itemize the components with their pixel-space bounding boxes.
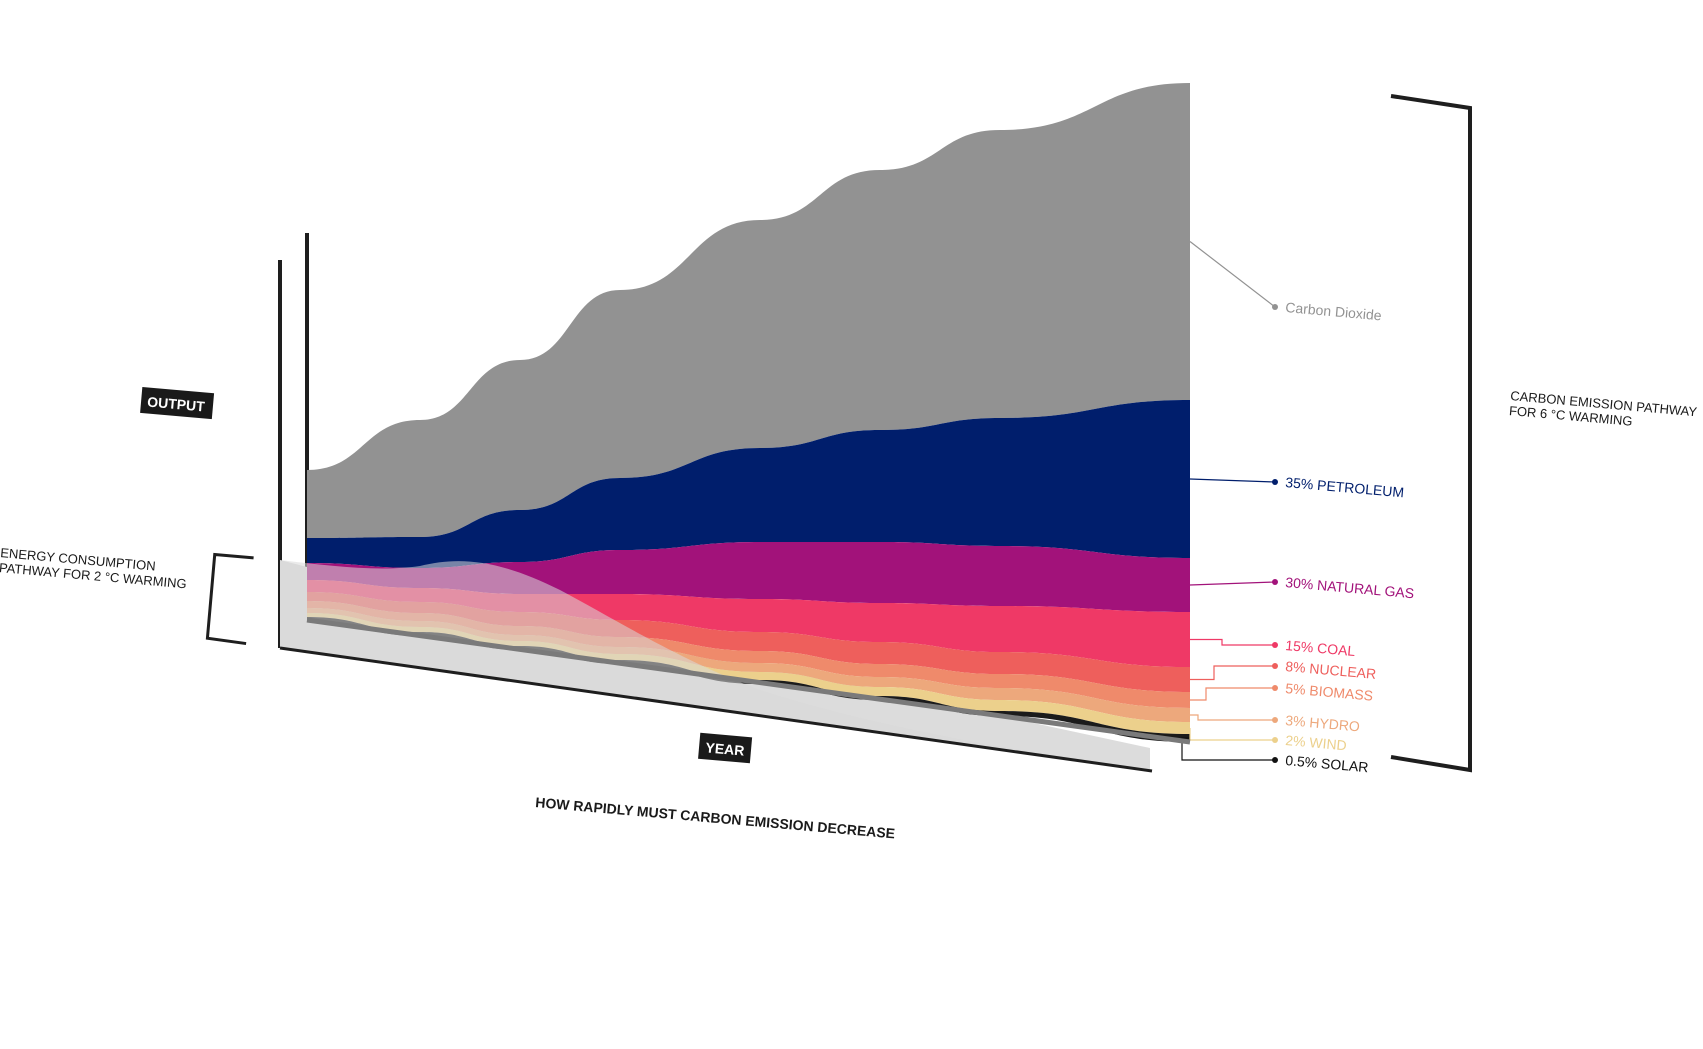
series-label-3-hydro: 3% HYDRO bbox=[1285, 712, 1361, 734]
area-30-natural-gas bbox=[307, 542, 1190, 612]
leader-dot-30-natural-gas bbox=[1272, 579, 1278, 585]
year-label-badge: YEAR bbox=[698, 732, 753, 764]
chart-subtitle: HOW RAPIDLY MUST CARBON EMISSION DECREAS… bbox=[535, 794, 896, 841]
leader-dot-5-biomass bbox=[1272, 685, 1278, 691]
leader-line-30-natural-gas bbox=[1189, 581, 1276, 586]
leader-line-2-wind bbox=[1189, 728, 1275, 741]
series-label-5-biomass: 5% BIOMASS bbox=[1285, 680, 1374, 704]
leader-line-0-5-solar bbox=[1181, 737, 1275, 761]
output-label-bg bbox=[140, 387, 215, 420]
leader-line-carbon-dioxide bbox=[1189, 241, 1276, 308]
leader-dot-0-5-solar bbox=[1272, 757, 1278, 763]
series-label-30-natural-gas: 30% NATURAL GAS bbox=[1285, 574, 1415, 601]
series-label-8-nuclear: 8% NUCLEAR bbox=[1285, 658, 1377, 682]
output-label-badge: OUTPUT bbox=[140, 387, 215, 420]
energy-pathway-label: ENERGY CONSUMPTION PATHWAY FOR 2 °C WARM… bbox=[0, 545, 187, 591]
leader-dot-2-wind bbox=[1272, 737, 1278, 743]
carbon-pathway-label: CARBON EMISSION PATHWAY FOR 6 °C WARMING bbox=[1508, 388, 1698, 429]
leader-line-15-coal bbox=[1190, 638, 1275, 646]
series-label-carbon-dioxide: Carbon Dioxide bbox=[1285, 299, 1383, 323]
area-35-petroleum bbox=[307, 400, 1190, 568]
year-label: YEAR bbox=[705, 739, 745, 758]
energy-pathway-overlay bbox=[280, 560, 1150, 770]
series-label-2-wind: 2% WIND bbox=[1285, 732, 1348, 753]
year-axis-back-line bbox=[306, 617, 1191, 745]
leader-dot-8-nuclear bbox=[1272, 663, 1278, 669]
leader-dot-35-petroleum bbox=[1272, 479, 1278, 485]
area-carbon-dioxide bbox=[307, 83, 1190, 538]
energy-pathway-bracket bbox=[205, 552, 254, 646]
leader-line-5-biomass bbox=[1190, 687, 1275, 701]
output-label: OUTPUT bbox=[147, 394, 206, 415]
leader-line-8-nuclear bbox=[1190, 665, 1275, 681]
leader-dot-carbon-dioxide bbox=[1272, 304, 1278, 310]
leader-line-35-petroleum bbox=[1189, 478, 1276, 483]
overlay-layer bbox=[280, 560, 1150, 770]
leader-dot-3-hydro bbox=[1272, 717, 1278, 723]
series-label-35-petroleum: 35% PETROLEUM bbox=[1285, 474, 1405, 500]
series-label-15-coal: 15% COAL bbox=[1285, 637, 1356, 659]
leader-line-3-hydro bbox=[1190, 714, 1275, 721]
year-label-bg bbox=[698, 732, 753, 764]
year-axis-front-line bbox=[279, 646, 1153, 773]
leader-dot-15-coal bbox=[1272, 642, 1278, 648]
carbon-pathway-bracket bbox=[1390, 94, 1472, 773]
series-label-0-5-solar: 0.5% SOLAR bbox=[1285, 752, 1369, 775]
